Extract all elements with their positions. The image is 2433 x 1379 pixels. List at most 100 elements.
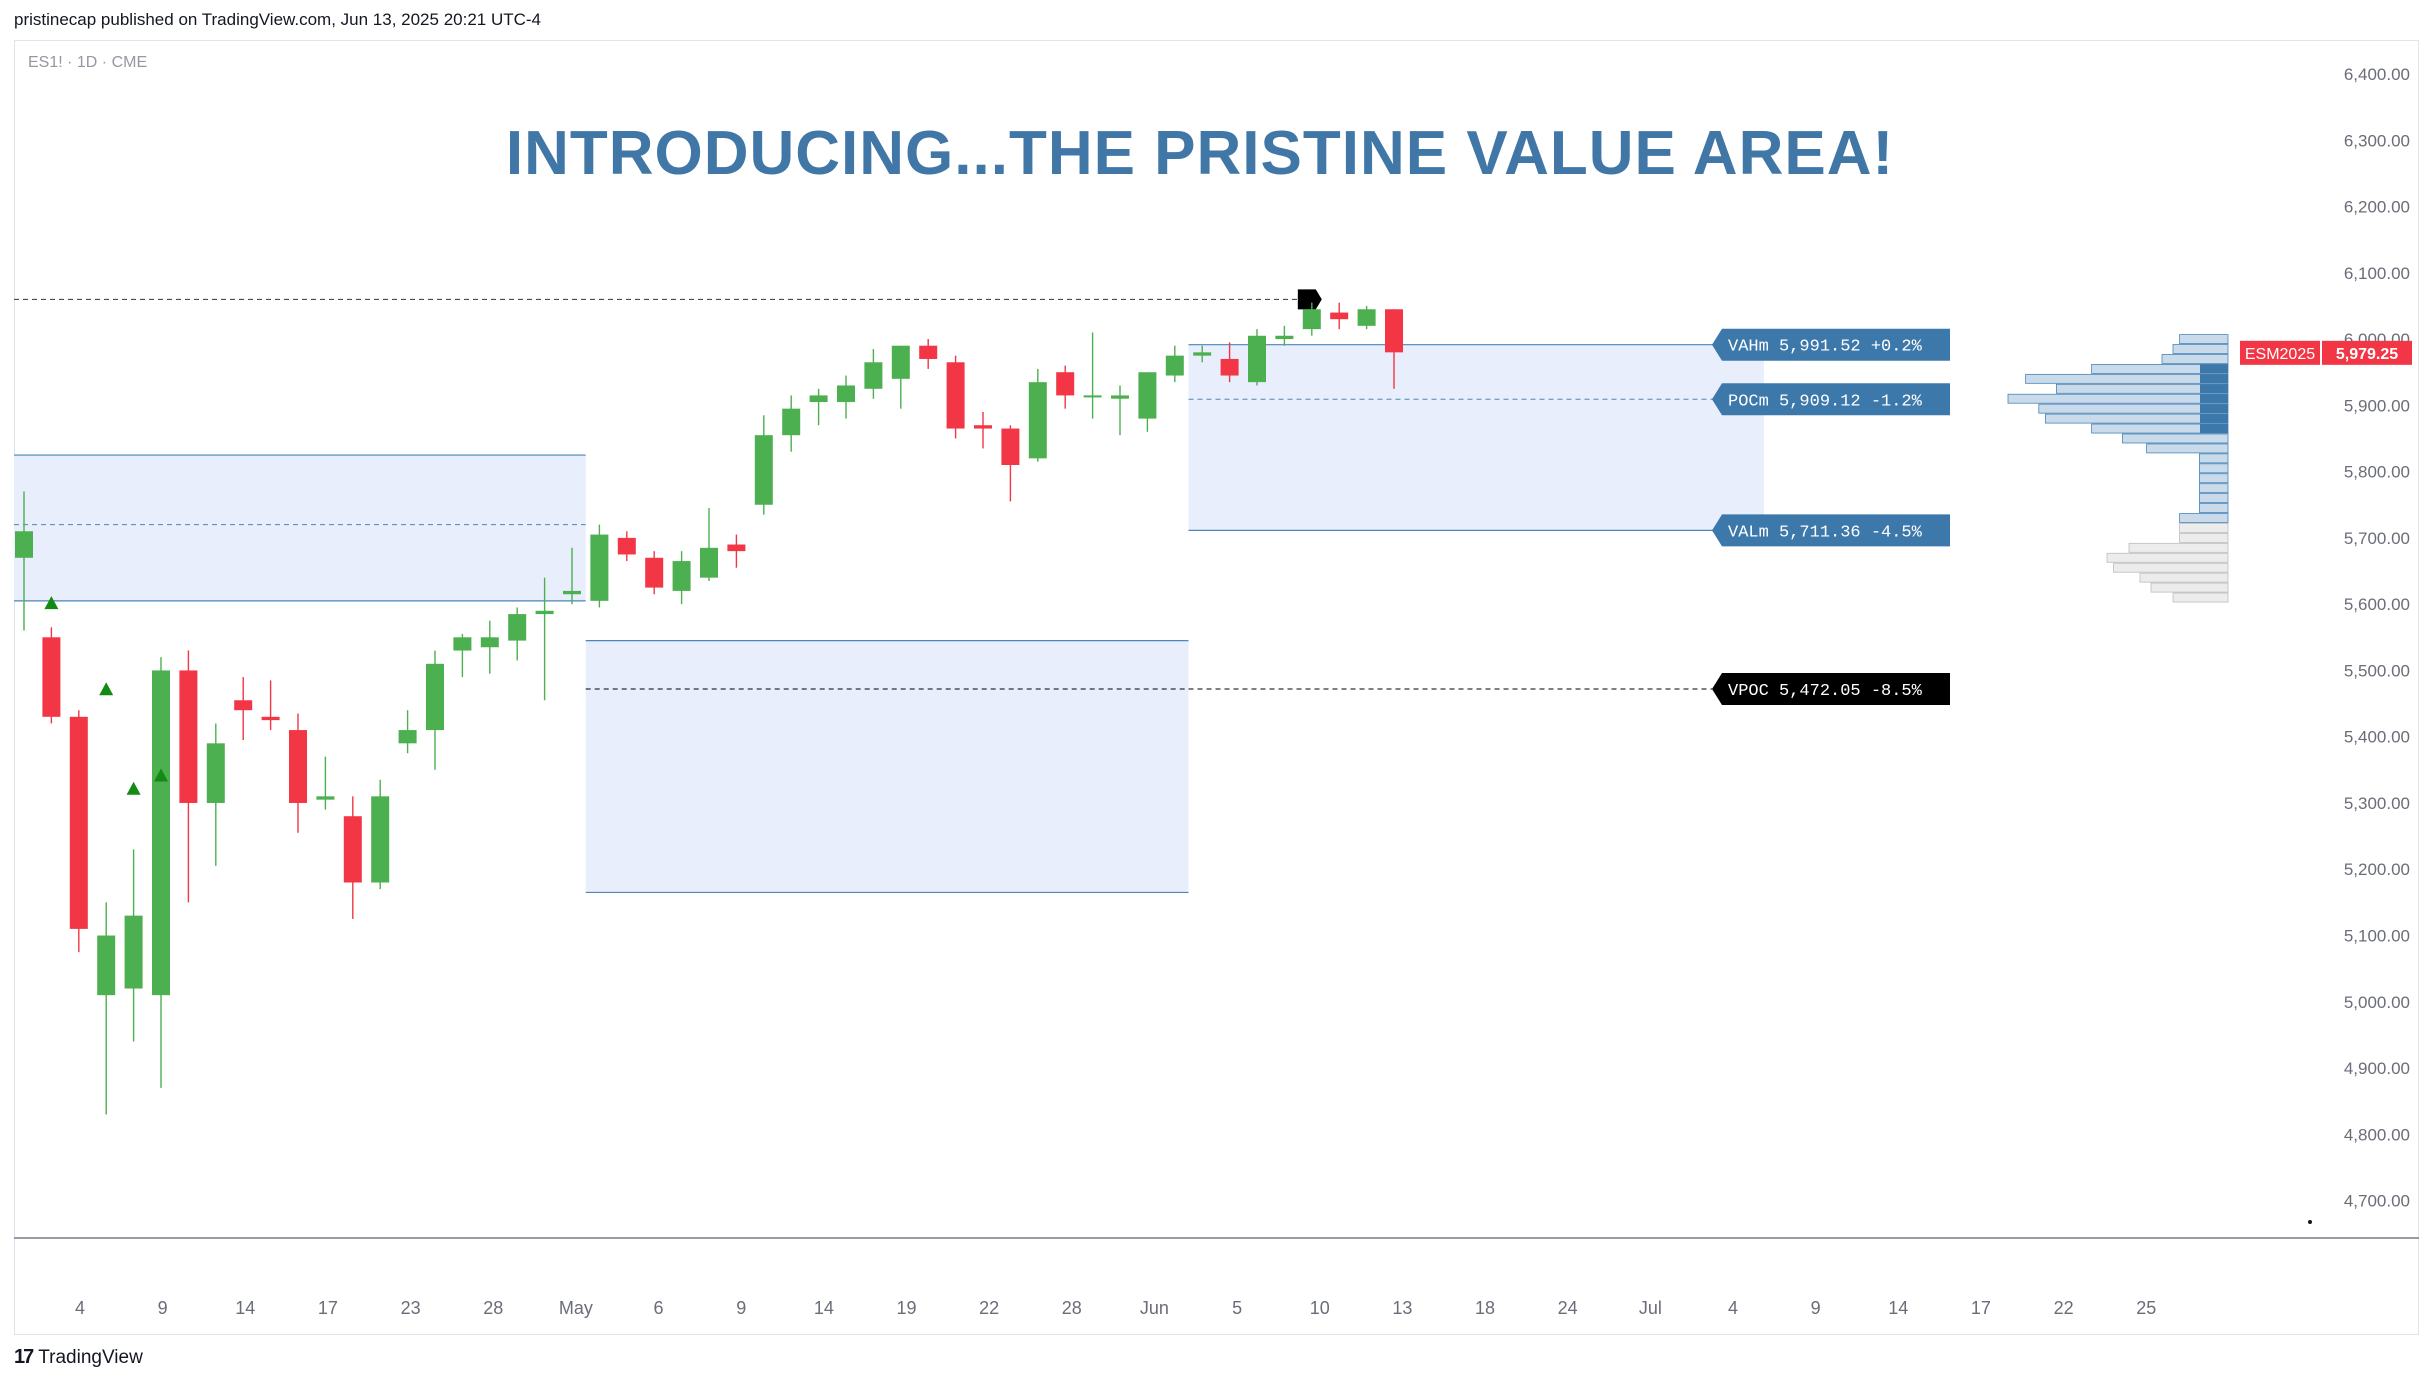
level-label-vpoc[interactable]: VPOC 5,472.05 -8.5%: [1712, 672, 1950, 705]
candle[interactable]: [782, 395, 801, 452]
signal-markers: [44, 596, 168, 795]
price-tick-label: 5,100.00: [2344, 927, 2410, 946]
candle[interactable]: [1220, 342, 1239, 383]
candle[interactable]: [426, 650, 444, 770]
candle[interactable]: [891, 345, 910, 409]
level-label-text: VAHm 5,991.52 +0.2%: [1728, 338, 1923, 357]
candle[interactable]: [289, 713, 307, 833]
tradingview-logo[interactable]: 17 TradingView: [14, 1346, 143, 1369]
candle[interactable]: [1248, 329, 1266, 386]
candle-body: [974, 425, 992, 429]
level-label-text: POCm 5,909.12 -1.2%: [1728, 392, 1923, 411]
candle[interactable]: [919, 339, 938, 369]
volume-profile-bar: [2121, 433, 2229, 444]
candle[interactable]: [152, 657, 170, 1088]
symbol-info[interactable]: ES1! · 1D · CME: [28, 54, 148, 71]
candle[interactable]: [700, 508, 718, 581]
candle[interactable]: [535, 577, 554, 701]
candle[interactable]: [1028, 368, 1047, 462]
candle[interactable]: [1056, 365, 1075, 409]
candle[interactable]: [1357, 305, 1376, 330]
candle-body: [782, 408, 801, 436]
candle[interactable]: [754, 415, 773, 515]
candle-body: [837, 385, 855, 403]
candle[interactable]: [1385, 309, 1403, 389]
candle[interactable]: [809, 388, 828, 426]
candle[interactable]: [453, 633, 472, 678]
candle[interactable]: [508, 607, 527, 661]
candle[interactable]: [1165, 345, 1184, 383]
candle[interactable]: [124, 849, 143, 1042]
time-tick-label: 22: [2054, 1298, 2074, 1318]
level-label-text: VPOC 5,472.05 -8.5%: [1728, 682, 1923, 701]
candle[interactable]: [1001, 425, 1020, 502]
candle[interactable]: [15, 491, 33, 631]
candle[interactable]: [974, 411, 992, 449]
candle[interactable]: [206, 723, 225, 866]
candle[interactable]: [727, 534, 746, 568]
candle[interactable]: [261, 680, 280, 731]
level-label-vah[interactable]: VAHm 5,991.52 +0.2%: [1712, 328, 1950, 361]
level-label-box: [1712, 383, 1950, 416]
candle-body: [1248, 335, 1266, 383]
value-area-zone-april[interactable]: [14, 455, 586, 601]
volume-profile-bar: [2179, 513, 2229, 523]
candle[interactable]: [316, 756, 335, 810]
time-tick-label: 6: [654, 1298, 664, 1318]
candle-body: [1275, 335, 1294, 340]
candle[interactable]: [234, 677, 253, 741]
volume-profile-bar: [2007, 393, 2229, 404]
candle-body: [124, 915, 143, 989]
candle[interactable]: [69, 710, 88, 953]
candle-body: [754, 435, 773, 505]
candle[interactable]: [645, 551, 664, 595]
flag-icon[interactable]: [1297, 289, 1322, 310]
time-tick-label: 17: [1971, 1298, 1991, 1318]
candle-body: [179, 670, 198, 803]
current-price-tag[interactable]: ESM2025 5,979.25: [2240, 340, 2412, 365]
candle[interactable]: [1275, 325, 1294, 346]
value-area-zone-may[interactable]: [585, 640, 1189, 893]
candle[interactable]: [398, 710, 417, 754]
candle-body: [1357, 309, 1376, 326]
candle[interactable]: [343, 796, 362, 919]
candle[interactable]: [1193, 345, 1212, 363]
volume-profile-bar: [2025, 373, 2229, 384]
candle[interactable]: [1083, 332, 1102, 419]
candle[interactable]: [946, 355, 965, 439]
volume-profile-bar-core: [2200, 394, 2228, 404]
candle[interactable]: [590, 524, 609, 608]
candle-body: [1138, 372, 1157, 419]
candle[interactable]: [1330, 302, 1349, 330]
candle[interactable]: [1111, 385, 1129, 436]
candle[interactable]: [563, 547, 581, 605]
candle[interactable]: [97, 902, 116, 1115]
price-tick-label: 5,200.00: [2344, 860, 2410, 879]
level-label-poc[interactable]: POCm 5,909.12 -1.2%: [1712, 383, 1950, 416]
price-tick-label: 4,900.00: [2344, 1059, 2410, 1078]
candle[interactable]: [837, 375, 855, 419]
candle[interactable]: [864, 349, 883, 399]
candle[interactable]: [1302, 302, 1321, 336]
candle-body: [97, 935, 116, 996]
time-tick-label: 14: [235, 1298, 255, 1318]
volume-profile-bar: [2198, 483, 2229, 494]
candle[interactable]: [42, 627, 61, 724]
volume-profile-bar: [2179, 334, 2229, 344]
candle[interactable]: [179, 650, 198, 903]
candle[interactable]: [1138, 372, 1157, 432]
candle[interactable]: [672, 551, 691, 605]
time-tick-label: 4: [75, 1298, 85, 1318]
candle-body: [590, 534, 609, 601]
current-symbol-box: [2240, 340, 2320, 365]
time-tick-label: 14: [814, 1298, 834, 1318]
price-levels: [14, 289, 1764, 690]
candle[interactable]: [480, 620, 499, 674]
candle[interactable]: [617, 531, 636, 562]
level-label-val[interactable]: VALm 5,711.36 -4.5%: [1712, 514, 1950, 547]
time-tick-label: 13: [1392, 1298, 1412, 1318]
candle[interactable]: [371, 779, 390, 890]
candle-body: [535, 610, 554, 615]
value-area-zone-june[interactable]: [1188, 344, 1764, 531]
